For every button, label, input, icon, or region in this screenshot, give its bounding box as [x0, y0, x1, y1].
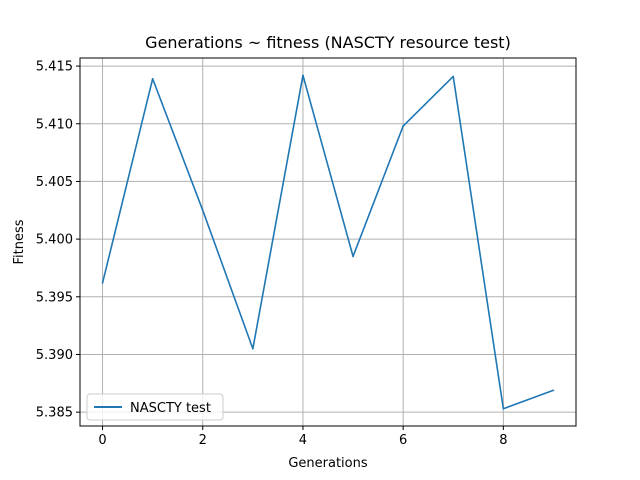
y-tick-label: 5.390 [36, 348, 73, 363]
y-tick-label: 5.385 [36, 406, 73, 421]
data-point [402, 125, 404, 127]
y-tick-label: 5.410 [36, 117, 73, 132]
x-tick-label: 4 [299, 433, 307, 448]
data-point [502, 407, 505, 410]
grid-lines [80, 58, 576, 426]
x-axis-label: Generations [288, 456, 368, 471]
data-point [101, 282, 104, 284]
y-axis-label: Fitness [12, 219, 27, 264]
data-point [552, 389, 555, 392]
legend-box [86, 393, 224, 421]
y-tick-label: 5.415 [36, 60, 73, 75]
x-tick-label: 6 [399, 433, 407, 448]
series-layer [101, 74, 555, 410]
y-tick-label: 5.405 [36, 175, 73, 190]
plot-area-frame [79, 57, 577, 427]
series-line [101, 74, 554, 410]
data-point [302, 74, 304, 77]
data-point [352, 255, 354, 258]
y-tick-label: 5.400 [36, 233, 73, 248]
data-point [151, 77, 154, 80]
axis-ticks: 0 2 4 6 8 5.385 5.390 5.395 5.400 5.405 5.410 5.415 [36, 60, 508, 448]
legend-label: NASCTY test [130, 401, 211, 416]
chart-title: Generations ~ fitness (NASCTY resource t… [145, 33, 511, 52]
data-point [452, 75, 455, 78]
x-tick-label: 2 [199, 433, 207, 448]
x-tick-label: 0 [98, 433, 106, 448]
x-tick-label: 8 [499, 433, 507, 448]
data-point [201, 209, 204, 212]
legend: NASCTY test [86, 393, 224, 421]
data-point [252, 347, 254, 350]
y-tick-label: 5.395 [36, 290, 73, 305]
